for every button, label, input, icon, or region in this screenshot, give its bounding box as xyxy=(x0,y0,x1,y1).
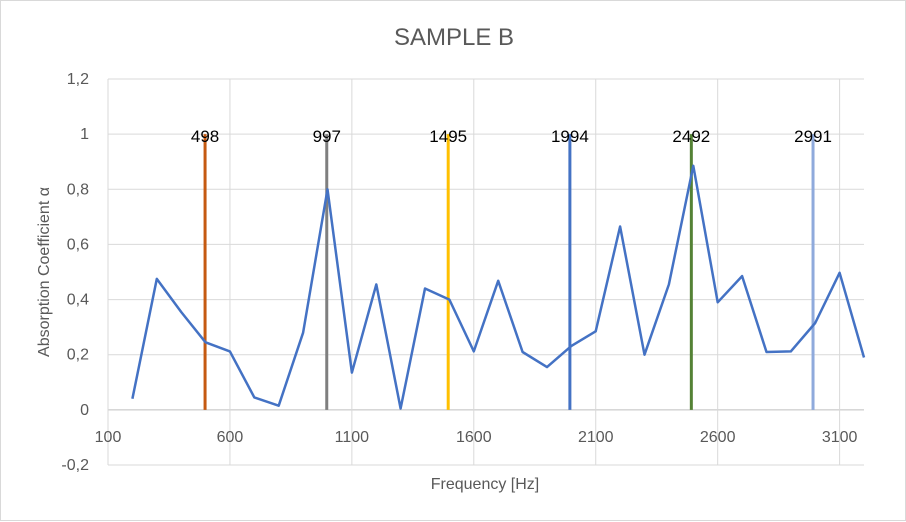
marker-label: 1495 xyxy=(429,127,467,146)
x-tick-label: 600 xyxy=(217,429,244,446)
y-tick-label: 1,2 xyxy=(67,71,89,88)
marker-label: 1994 xyxy=(551,127,589,146)
marker-labels: 498 997 1495 1994 2492 2991 xyxy=(191,127,832,146)
tick-labels: -0,2 0 0,2 0,4 0,6 0,8 1 1,2 100 600 1100 1600 2100 2… xyxy=(61,71,857,474)
y-tick-label: -0,2 xyxy=(61,457,89,474)
x-tick-label: 1600 xyxy=(456,429,492,446)
series-layer xyxy=(131,164,866,410)
chart-title: SAMPLE B xyxy=(394,24,514,51)
marker-label: 498 xyxy=(191,127,219,146)
x-tick-label: 100 xyxy=(95,429,122,446)
grid xyxy=(107,78,864,466)
marker-label: 2492 xyxy=(672,127,710,146)
x-axis-title: Frequency [Hz] xyxy=(431,476,539,493)
marker-label: 997 xyxy=(313,127,341,146)
x-tick-label: 1100 xyxy=(335,429,370,446)
y-axis-title: Absorption Coefficient α xyxy=(36,187,53,357)
series-line xyxy=(131,164,866,410)
x-tick-label: 2100 xyxy=(578,429,614,446)
y-tick-label: 0,4 xyxy=(67,292,89,309)
y-tick-label: 0,8 xyxy=(67,181,89,198)
y-tick-label: 0,6 xyxy=(67,236,89,253)
y-tick-label: 0 xyxy=(80,402,89,419)
x-tick-label: 3100 xyxy=(822,429,858,446)
y-tick-label: 1 xyxy=(80,126,89,143)
y-tick-label: 0,2 xyxy=(67,347,89,364)
marker-label: 2991 xyxy=(794,127,832,146)
x-tick-label: 2600 xyxy=(700,429,736,446)
marker-lines xyxy=(203,134,815,410)
